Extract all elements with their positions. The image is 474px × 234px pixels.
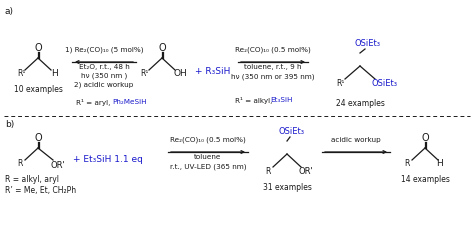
Text: R: R — [18, 160, 23, 168]
Text: b): b) — [5, 120, 14, 129]
Text: 2) acidic workup: 2) acidic workup — [74, 82, 134, 88]
Text: a): a) — [5, 7, 14, 16]
Text: Et₃SiH: Et₃SiH — [270, 97, 292, 103]
Text: O: O — [421, 133, 429, 143]
Text: R¹ = alkyl,: R¹ = alkyl, — [235, 96, 274, 103]
Text: r.t., UV-LED (365 nm): r.t., UV-LED (365 nm) — [170, 164, 246, 170]
Text: 10 examples: 10 examples — [14, 85, 63, 95]
Text: 14 examples: 14 examples — [401, 176, 449, 184]
Text: R¹: R¹ — [17, 69, 25, 78]
Text: R’ = Me, Et, CH₂Ph: R’ = Me, Et, CH₂Ph — [5, 186, 76, 194]
Text: 24 examples: 24 examples — [336, 99, 384, 109]
Text: Re₂(CO)₁₀ (0.5 mol%): Re₂(CO)₁₀ (0.5 mol%) — [235, 47, 311, 53]
Text: OSiEt₃: OSiEt₃ — [279, 128, 305, 136]
Text: R¹ = aryl,: R¹ = aryl, — [76, 99, 113, 106]
Text: toluene, r.t., 9 h: toluene, r.t., 9 h — [244, 64, 302, 70]
Text: toluene: toluene — [194, 154, 222, 160]
Text: O: O — [158, 43, 166, 53]
Text: Re₂(CO)₁₀ (0.5 mol%): Re₂(CO)₁₀ (0.5 mol%) — [170, 137, 246, 143]
Text: OR': OR' — [299, 168, 313, 176]
Text: + Et₃SiH 1.1 eq: + Et₃SiH 1.1 eq — [73, 156, 143, 165]
Text: hν (350 nm ): hν (350 nm ) — [81, 73, 127, 79]
Text: OR': OR' — [51, 161, 65, 169]
Text: Et₂O, r.t., 48 h: Et₂O, r.t., 48 h — [79, 64, 129, 70]
Text: OSiEt₃: OSiEt₃ — [355, 40, 381, 48]
Text: O: O — [34, 133, 42, 143]
Text: acidic workup: acidic workup — [331, 137, 381, 143]
Text: OH: OH — [173, 69, 187, 78]
Text: 1) Re₂(CO)₁₀ (5 mol%): 1) Re₂(CO)₁₀ (5 mol%) — [65, 47, 143, 53]
Text: + R₃SiH: + R₃SiH — [195, 67, 230, 77]
Text: Ph₂MeSiH: Ph₂MeSiH — [112, 99, 146, 105]
Text: R¹: R¹ — [336, 80, 344, 88]
Text: O: O — [34, 43, 42, 53]
Text: R¹: R¹ — [140, 69, 148, 78]
Text: R: R — [404, 160, 410, 168]
Text: H: H — [52, 69, 58, 78]
Text: OSiEt₃: OSiEt₃ — [372, 80, 398, 88]
Text: R: R — [265, 168, 271, 176]
Text: 31 examples: 31 examples — [263, 183, 311, 191]
Text: R = alkyl, aryl: R = alkyl, aryl — [5, 175, 59, 183]
Text: hν (350 nm or 395 nm): hν (350 nm or 395 nm) — [231, 74, 315, 80]
Text: H: H — [437, 160, 443, 168]
